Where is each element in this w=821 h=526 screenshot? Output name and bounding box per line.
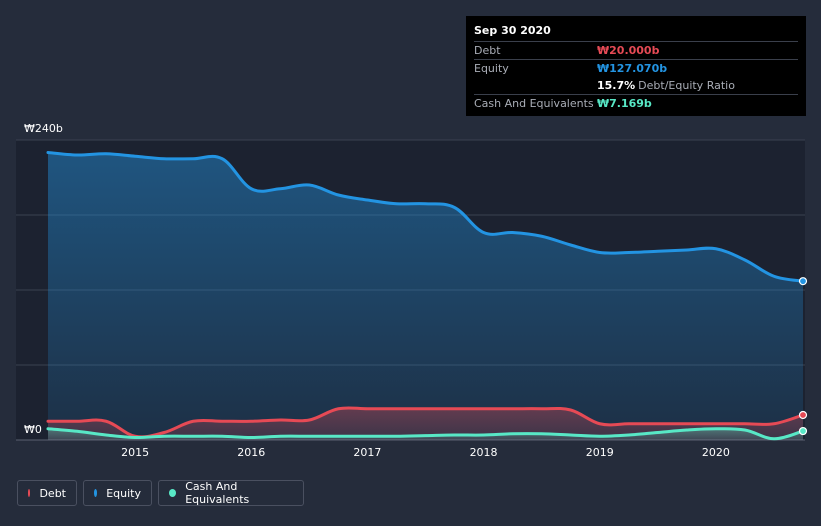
y-tick-label-bottom: ₩0	[24, 423, 42, 436]
tooltip-row-cash: Cash And Equivalents ₩7.169b	[474, 95, 798, 112]
equity-area	[48, 152, 803, 440]
tooltip-equity-value: ₩127.070b	[597, 62, 668, 75]
tooltip-cash-label: Cash And Equivalents	[474, 97, 594, 110]
legend-debt-dot-icon	[28, 489, 31, 497]
x-tick-label-2016: 2016	[237, 446, 265, 459]
axis-labels: ₩240b ₩0 2015 2016 2017 2018 2019 2020	[24, 122, 730, 459]
x-tick-label-2018: 2018	[470, 446, 498, 459]
tooltip-equity-label: Equity	[474, 62, 509, 75]
x-tick-label-2020: 2020	[702, 446, 730, 459]
debt-line	[46, 406, 805, 439]
legend-item-equity[interactable]: Equity	[83, 480, 152, 506]
tooltip-row-debt: Debt ₩20.000b	[474, 42, 798, 60]
equity-end-point	[798, 277, 808, 286]
x-tick-label-2015: 2015	[121, 446, 149, 459]
legend-cash-label: Cash And Equivalents	[185, 480, 250, 506]
tooltip-ratio-spacer	[474, 77, 597, 94]
x-tick-label-2017: 2017	[353, 446, 381, 459]
tooltip-date: Sep 30 2020	[474, 24, 798, 42]
tooltip-ratio-label: Debt/Equity Ratio	[638, 79, 735, 92]
legend-debt-label: Debt	[39, 486, 66, 500]
legend-equity-label: Equity	[106, 486, 141, 500]
tooltip-row-equity: Equity ₩127.070b	[474, 60, 798, 77]
tooltip-cash-value: ₩7.169b	[597, 97, 652, 110]
series-end-markers	[798, 277, 808, 436]
tooltip-debt-value: ₩20.000b	[597, 44, 660, 57]
debt-end-point	[798, 410, 808, 420]
legend-item-debt[interactable]: Debt	[17, 480, 77, 506]
debt-area	[48, 407, 803, 440]
legend-item-cash[interactable]: Cash And Equivalents	[158, 480, 304, 506]
cash-line	[46, 427, 805, 441]
y-tick-label-top: ₩240b	[24, 122, 63, 135]
legend-equity-dot-icon	[94, 489, 98, 497]
tooltip-debt-label: Debt	[474, 44, 501, 57]
series-lines	[46, 151, 805, 441]
chart-tooltip: Sep 30 2020 Debt ₩20.000b Equity ₩127.07…	[466, 16, 806, 116]
legend-cash-dot-icon	[169, 489, 177, 497]
tooltip-row-ratio: 15.7% Debt/Equity Ratio	[474, 77, 798, 95]
cash-end-point	[798, 426, 808, 436]
equity-line	[46, 151, 805, 283]
tooltip-ratio-value: 15.7%	[597, 79, 636, 92]
x-tick-label-2019: 2019	[586, 446, 614, 459]
